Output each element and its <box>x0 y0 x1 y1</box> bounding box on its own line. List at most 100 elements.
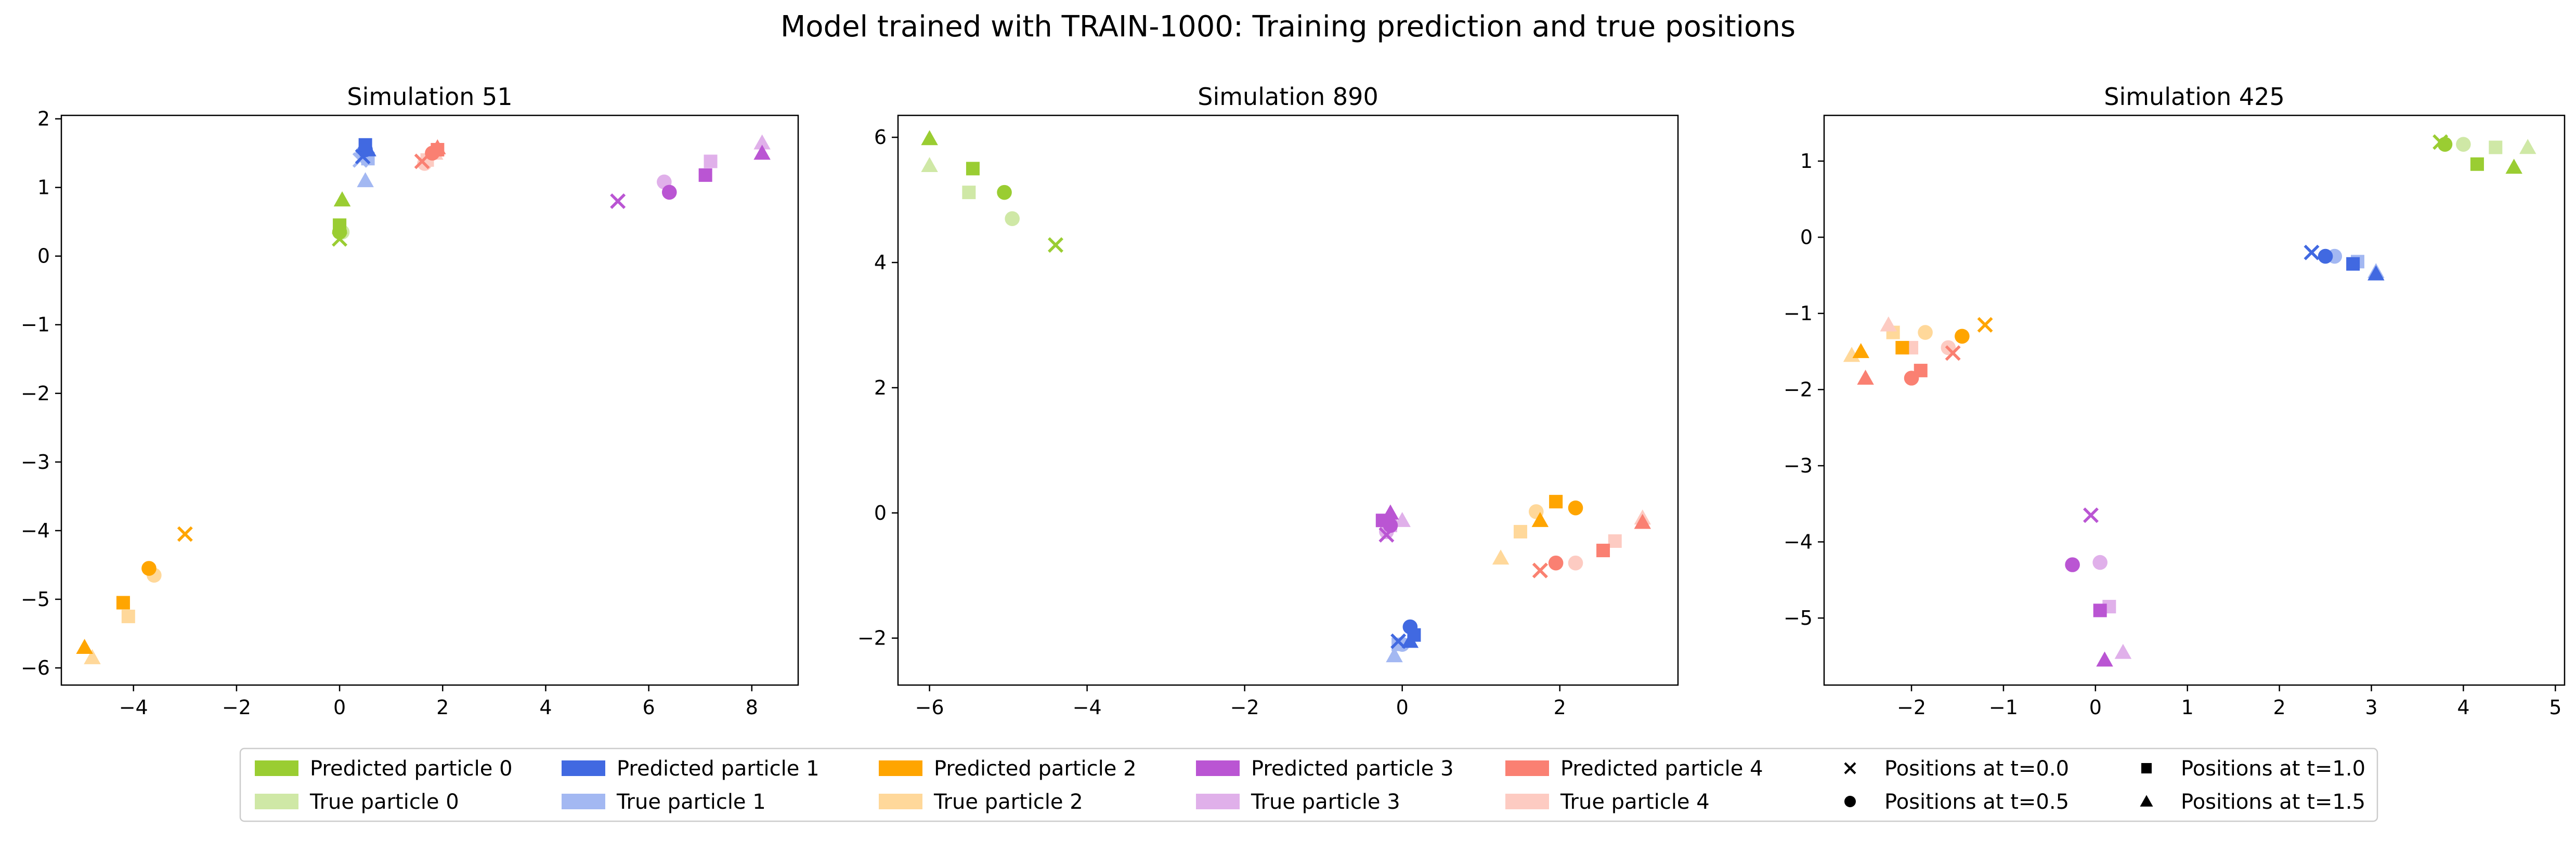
true-particle-0-point <box>921 157 938 173</box>
legend-swatch-predicted-4 <box>1505 760 1549 776</box>
predicted-particle-4-point <box>1532 562 1548 579</box>
y-tick-label: −5 <box>21 588 50 611</box>
x-tick-label: 0 <box>333 696 346 719</box>
predicted-particle-0-point <box>1048 237 1063 253</box>
true-particle-4-point <box>1568 555 1583 571</box>
axes-frame <box>897 114 1679 686</box>
predicted-particle-3-point <box>753 144 771 160</box>
predicted-particle-1-point <box>359 141 376 156</box>
scatter-panels: Simulation 51−4 −2 0 2 4 6 8−6−5−4−3−2−1012Sim… <box>21 83 2566 719</box>
x-tick-label: −2 <box>1897 696 1926 719</box>
y-tick-label: −3 <box>21 451 50 474</box>
legend-swatch-predicted-0 <box>255 760 298 776</box>
predicted-particle-2-point <box>1895 340 1909 354</box>
y-tick-label: 1 <box>37 176 50 199</box>
predicted-particle-3-point <box>2093 603 2107 617</box>
panel-title: Simulation 51 <box>347 83 512 111</box>
legend-label: Positions at t=0.0 <box>1884 757 2069 781</box>
x-tick-label: 5 <box>2549 696 2561 719</box>
x-tick-label: −2 <box>222 696 251 719</box>
predicted-particle-2-point <box>1549 495 1563 509</box>
x-tick-label: 2 <box>436 696 449 719</box>
y-tick-label: 2 <box>874 376 887 399</box>
predicted-particle-3-point <box>610 193 626 209</box>
y-tick-label: −5 <box>1784 607 1813 629</box>
x-tick-label: −2 <box>1230 696 1259 719</box>
x-tick-label: 1 <box>2181 696 2194 719</box>
legend-label: True particle 2 <box>933 790 1083 814</box>
x-tick-label: −4 <box>119 696 148 719</box>
predicted-particle-1-point <box>1401 633 1419 648</box>
x-tick-label: −6 <box>915 696 944 719</box>
x-tick-label: 8 <box>746 696 758 719</box>
x-tick-label: 2 <box>1554 696 1566 719</box>
legend-swatch-predicted-2 <box>879 760 922 776</box>
panel-1: Simulation 890 −6 −4 −2 0 2 −2 0 2 4 6 <box>857 83 1679 719</box>
panel-title: Simulation 890 <box>1198 83 1378 111</box>
legend-label: True particle 0 <box>309 790 459 814</box>
x-tick-label: 4 <box>2457 696 2469 719</box>
true-particle-4-point <box>1608 534 1622 548</box>
predicted-particle-2-point <box>1531 511 1549 527</box>
predicted-particle-2-point <box>1568 500 1583 516</box>
y-tick-label: −3 <box>1784 454 1813 477</box>
axes-frame <box>1823 114 2566 686</box>
x-tick-label: 0 <box>2089 696 2102 719</box>
true-particle-0-point <box>2519 139 2536 154</box>
predicted-particle-4-point <box>1548 555 1564 571</box>
legend-marker <box>2140 795 2153 807</box>
true-particle-0-point <box>2456 137 2471 152</box>
legend-box <box>239 747 2378 822</box>
predicted-particle-3-point <box>2083 507 2099 523</box>
predicted-particle-2-point <box>177 526 193 542</box>
true-particle-0-point <box>962 186 976 200</box>
true-particle-2-point <box>1918 325 1933 340</box>
true-particle-4-point <box>1880 316 1897 332</box>
predicted-particle-3-point <box>661 185 677 200</box>
predicted-particle-2-point <box>141 561 157 576</box>
x-tick-label: 3 <box>2365 696 2377 719</box>
y-tick-label: 1 <box>1800 150 1813 173</box>
legend-label: Positions at t=0.5 <box>1884 790 2069 814</box>
panel-2: Simulation 425 −2 −1 0 1 2 3 4 5 −5 −4 −3 −2 −1 0 1 <box>1784 83 2566 719</box>
y-tick-label: −1 <box>21 313 50 336</box>
true-particle-3-point <box>2114 643 2132 659</box>
legend-marker <box>1844 762 1856 774</box>
true-particle-2-point <box>1513 524 1527 538</box>
predicted-particle-3-point <box>2065 557 2080 572</box>
legend-swatch-predicted-3 <box>1196 760 1240 776</box>
y-tick-label: −6 <box>21 656 50 679</box>
predicted-particle-1-point <box>1390 633 1407 649</box>
x-tick-label: −4 <box>1073 696 1102 719</box>
true-particle-1-point <box>357 172 374 188</box>
predicted-particle-0-point <box>333 191 351 207</box>
predicted-particle-1-point <box>2318 248 2333 264</box>
true-particle-3-point <box>704 154 718 168</box>
legend-swatch-true-2 <box>879 794 922 809</box>
y-tick-label: −2 <box>1784 378 1813 401</box>
predicted-particle-0-point <box>2437 137 2453 152</box>
predicted-particle-0-point <box>2505 159 2522 174</box>
true-particle-1-point <box>1386 647 1403 663</box>
predicted-particle-0-point <box>921 130 938 146</box>
y-tick-label: 0 <box>874 502 887 524</box>
panel-title: Simulation 425 <box>2104 83 2284 111</box>
predicted-particle-0-point <box>966 162 980 176</box>
true-particle-3-point <box>1394 511 1411 527</box>
legend-swatch-true-3 <box>1196 794 1240 809</box>
predicted-particle-4-point <box>1914 363 1928 377</box>
legend-swatch-true-0 <box>255 794 298 809</box>
legend-label: Positions at t=1.5 <box>2181 790 2365 814</box>
y-tick-label: 2 <box>37 108 50 130</box>
legend: Predicted particle 0 True particle 0 Predi… <box>239 747 2378 822</box>
legend-label: Predicted particle 2 <box>934 757 1137 781</box>
legend-marker <box>1844 796 1856 807</box>
true-particle-3-point <box>2092 555 2107 570</box>
predicted-particle-1-point <box>2304 244 2320 260</box>
predicted-particle-4-point <box>1596 544 1610 558</box>
y-tick-label: 0 <box>1800 226 1813 248</box>
y-tick-label: −4 <box>21 519 50 542</box>
predicted-particle-2-point <box>1977 317 1993 333</box>
true-particle-0-point <box>1005 211 1020 227</box>
